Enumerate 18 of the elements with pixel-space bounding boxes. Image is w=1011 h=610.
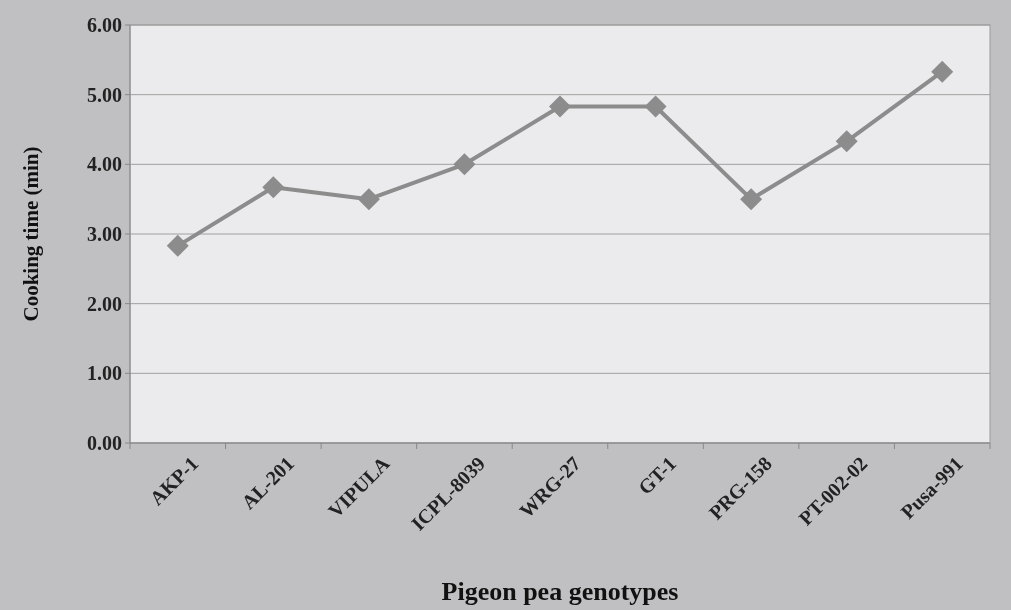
- y-tick-label: 1.00: [87, 362, 122, 385]
- y-tick-label: 3.00: [87, 223, 122, 245]
- point: [262, 176, 285, 199]
- point: [357, 188, 380, 211]
- point: [835, 130, 858, 153]
- point: [931, 60, 954, 83]
- point: [740, 188, 763, 211]
- y-tick-label: 2.00: [87, 292, 122, 315]
- y-tick-label: 4.00: [87, 153, 122, 176]
- x-axis-title: Pigeon pea genotypes: [441, 577, 679, 606]
- point: [549, 95, 571, 118]
- point: [453, 153, 476, 176]
- point: [644, 95, 667, 118]
- y-axis-title: Cooking time (min): [19, 146, 43, 322]
- y-tick-label: 0.00: [87, 432, 122, 454]
- y-tick-label: 6.00: [87, 14, 122, 36]
- y-tick-label: 5.00: [87, 83, 122, 106]
- point: [166, 234, 189, 257]
